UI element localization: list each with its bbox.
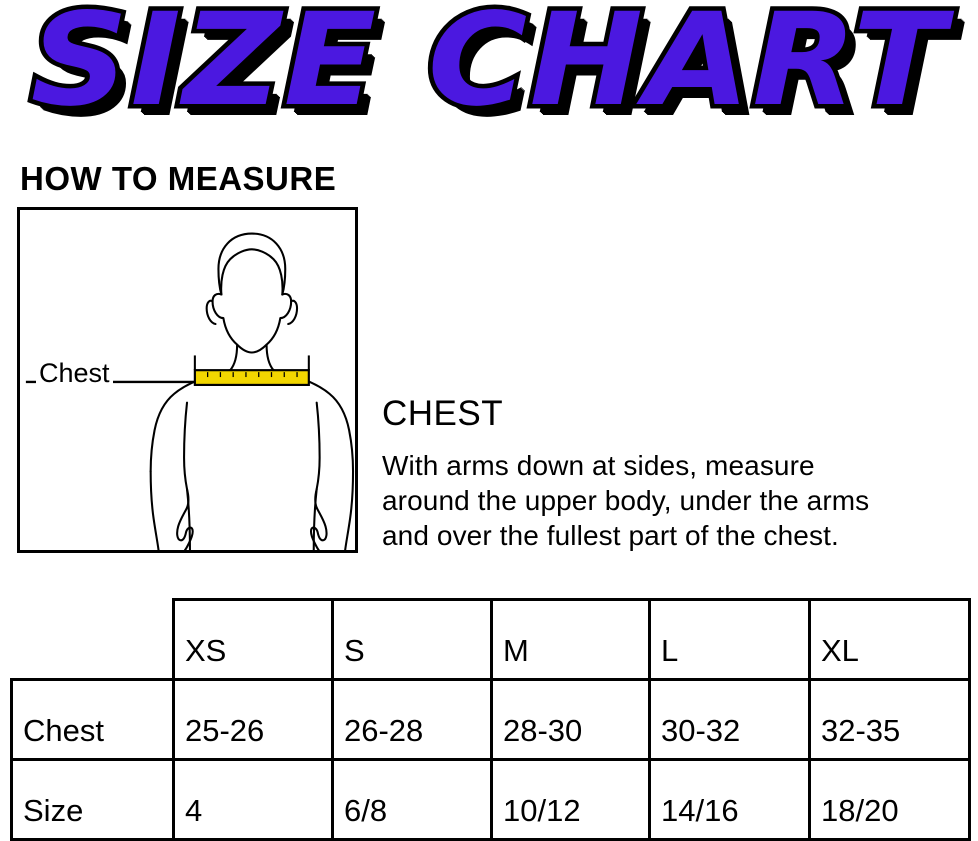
table-row-size: Size 4 6/8 10/12 14/16 18/20: [10, 758, 971, 841]
measuring-tape-icon: [193, 369, 310, 386]
table-cell-chest-l: 30-32: [648, 678, 811, 761]
table-cell-chest-xl: 32-35: [808, 678, 971, 761]
table-header-m: M: [490, 598, 651, 681]
chest-description-line-2: around the upper body, under the arms: [382, 485, 870, 516]
table-header-l: L: [648, 598, 811, 681]
table-cell-size-l: 14/16: [648, 758, 811, 841]
table-corner-blank: [12, 600, 174, 680]
table-row-chest: Chest 25-26 26-28 28-30 30-32 32-35: [10, 678, 971, 761]
table-cell-chest-s: 26-28: [331, 678, 493, 761]
table-cell-chest-xs: 25-26: [172, 678, 334, 761]
table-row-label-size: Size: [10, 758, 175, 841]
table-cell-size-xl: 18/20: [808, 758, 971, 841]
chest-description-block: CHEST With arms down at sides, measure a…: [382, 394, 972, 553]
male-torso-figure-icon: [25, 232, 355, 550]
measurement-illustration: Chest: [17, 207, 358, 553]
table-cell-chest-m: 28-30: [490, 678, 651, 761]
page-title: SIZE CHART: [26, 0, 950, 140]
chest-callout-label: Chest: [36, 358, 113, 388]
size-table: XS S M L XL Chest 25-26 26-28 28-30 30-3…: [10, 598, 971, 841]
how-to-measure-heading: HOW TO MEASURE: [20, 160, 337, 197]
table-header-xl: XL: [808, 598, 971, 681]
page-title-banner: SIZE CHART: [0, 0, 978, 152]
chest-description-line-3: and over the fullest part of the chest.: [382, 520, 839, 551]
chest-description-heading: CHEST: [382, 394, 504, 433]
table-row-label-chest: Chest: [10, 678, 175, 761]
table-header-s: S: [331, 598, 493, 681]
chest-description-line-1: With arms down at sides, measure: [382, 450, 815, 481]
table-header-xs: XS: [172, 598, 334, 681]
table-cell-size-m: 10/12: [490, 758, 651, 841]
table-cell-size-xs: 4: [172, 758, 334, 841]
table-cell-size-s: 6/8: [331, 758, 493, 841]
table-header-row: XS S M L XL: [12, 598, 971, 681]
chest-description-text: With arms down at sides, measure around …: [382, 448, 972, 553]
